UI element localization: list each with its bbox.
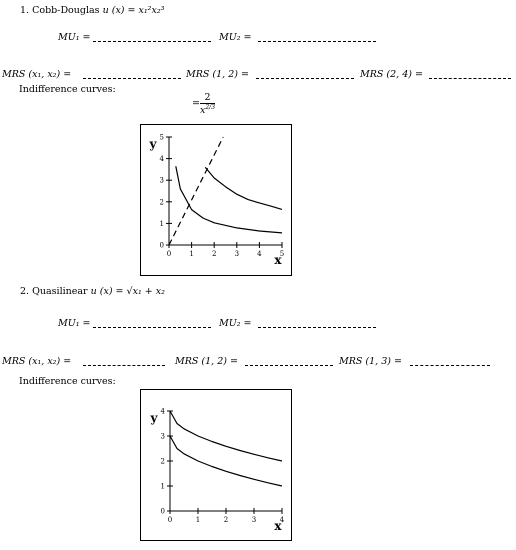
problem1-utility: u (x) = x₁²x₂³: [102, 5, 165, 16]
problem2-mu2-label: MU₂ =: [219, 318, 252, 329]
problem1-mrs-b-label: MRS (2, 4) =: [360, 69, 423, 80]
problem2-mrs-a-label: MRS (1, 2) =: [175, 356, 238, 367]
problem1-equation-exponent: 2/3: [205, 104, 216, 111]
problem2-chart-series-2-curve: [169, 435, 283, 487]
problem2-chart-x-tick-label: 2: [224, 516, 228, 524]
problem2-mrs-blank[interactable]: [83, 357, 165, 366]
problem1-chart-y-tick-label: 5: [160, 134, 164, 142]
problem2-chart-x-tick-label: 0: [168, 516, 172, 524]
problem1-equation-numerator: 2: [200, 92, 216, 104]
problem2-chart-y-tick-label: 1: [161, 483, 165, 491]
problem1-chart-x-tick-label: 1: [189, 250, 193, 258]
problem2-heading-text: 2. Quasilinear: [20, 286, 88, 297]
problem2-mrs-b-label: MRS (1, 3) =: [339, 356, 402, 367]
problem2-chart-x-tick-label: 1: [196, 516, 200, 524]
problem1-equation: = 2 x2/3: [192, 92, 216, 117]
problem1-chart-x-tick-label: 4: [257, 250, 262, 258]
problem2-mrs-label: MRS (x₁, x₂) =: [2, 356, 72, 367]
problem2-chart-x-axis-label: x: [274, 519, 282, 533]
problem2-mu1-blank[interactable]: [93, 319, 211, 328]
problem2-heading: 2. Quasilinear u (x) = √x₁ + x₂: [20, 286, 165, 298]
problem2-utility: u (x) = √x₁ + x₂: [90, 286, 165, 297]
problem1-chart-x-tick-label: 3: [235, 250, 239, 258]
problem2-mu2-blank[interactable]: [258, 319, 376, 328]
problem1-chart-y-tick-label: 4: [160, 155, 165, 163]
problem1-mu1-label: MU₁ =: [58, 32, 91, 43]
problem1-chart-y-tick-label: 0: [160, 242, 164, 250]
problem2-indiff-label: Indifference curves:: [19, 376, 116, 387]
problem1-mrs-blank[interactable]: [83, 70, 181, 79]
problem2-chart-x-tick-label: 3: [252, 516, 256, 524]
problem2-chart-y-tick-label: 2: [161, 458, 165, 466]
problem1-mrs-b-blank[interactable]: [429, 70, 511, 79]
problem2-chart-y-tick-label: 4: [161, 408, 166, 416]
problem1-chart-x-tick-label: 0: [167, 250, 171, 258]
problem1-chart-series-1-curve: [175, 166, 283, 234]
problem1-chart-x-axis-label: x: [274, 253, 282, 267]
problem1-chart-y-axis-label: y: [149, 137, 158, 151]
problem1-indiff-label: Indifference curves:: [19, 84, 116, 95]
problem1-chart-series-2-curve: [204, 166, 283, 210]
problem1-mu2-blank[interactable]: [258, 33, 376, 42]
problem1-mu1-blank[interactable]: [93, 33, 211, 42]
problem2-mrs-a-blank[interactable]: [245, 357, 333, 366]
problem2-mrs-b-blank[interactable]: [410, 357, 490, 366]
problem2-chart-y-tick-label: 3: [161, 433, 165, 441]
problem1-mrs-a-blank[interactable]: [256, 70, 354, 79]
problem1-mrs-a-label: MRS (1, 2) =: [186, 69, 249, 80]
problem1-chart-x-tick-label: 5: [280, 250, 284, 258]
problem1-chart-y-tick-label: 2: [160, 198, 164, 206]
problem1-equation-denominator: x: [200, 105, 206, 117]
problem1-heading-text: 1. Cobb-Douglas: [20, 5, 100, 16]
problem1-heading: 1. Cobb-Douglas u (x) = x₁²x₂³: [20, 5, 164, 17]
problem1-chart-series-3-dashed-line: [168, 136, 224, 246]
problem2-mu1-label: MU₁ =: [58, 318, 91, 329]
problem1-chart-y-tick-label: 3: [160, 177, 164, 185]
problem1-chart-y-tick-label: 1: [160, 220, 164, 228]
problem2-chart-series-1-curve: [169, 410, 283, 462]
problem1-chart-x-tick-label: 2: [212, 250, 216, 258]
problem1-mrs-label: MRS (x₁, x₂) =: [2, 69, 72, 80]
problem2-chart-y-axis-label: y: [150, 411, 159, 425]
problem2-chart-y-tick-label: 0: [161, 508, 165, 516]
problem1-mu2-label: MU₂ =: [219, 32, 252, 43]
problem2-chart-x-tick-label: 4: [280, 516, 285, 524]
